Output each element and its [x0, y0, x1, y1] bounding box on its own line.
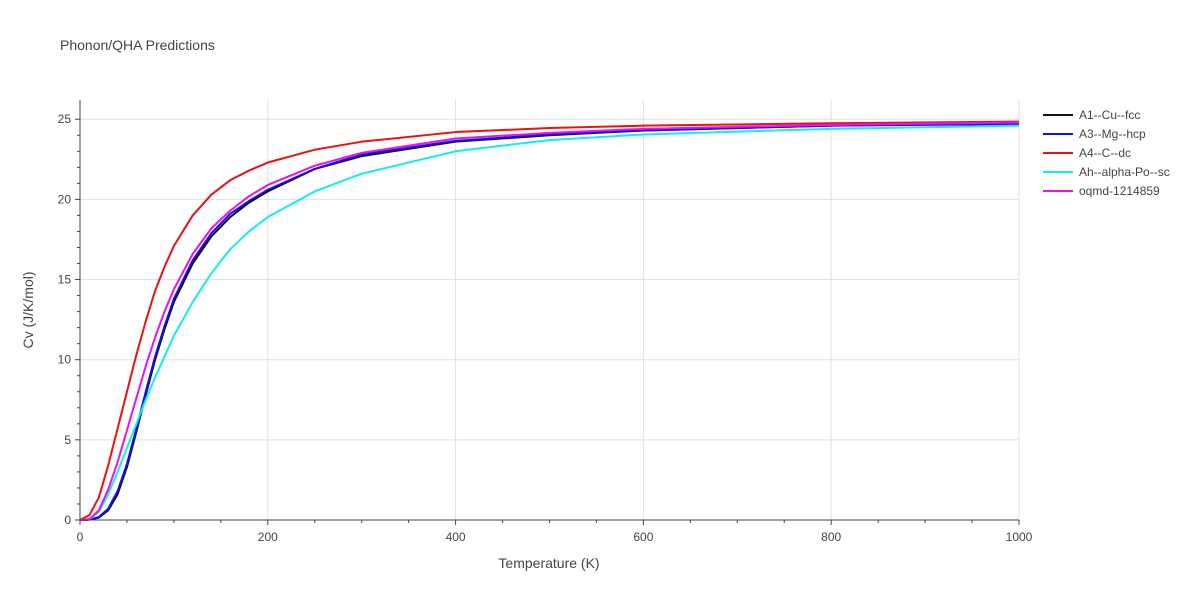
- series-line-4: [79, 121, 1020, 521]
- x-tick-label: 1000: [1006, 530, 1033, 544]
- axes: 0 200 400 600 800 1000 0 5 10 15 20 25: [58, 100, 1033, 544]
- legend-label: Ah--alpha-Po--sc: [1079, 165, 1170, 179]
- x-tick-label: 0: [77, 530, 84, 544]
- legend-label: oqmd-1214859: [1079, 184, 1160, 198]
- series-line-0: [79, 122, 1020, 521]
- legend: A1--Cu--fcc A3--Mg--hcp A4--C--dc Ah--alpha…: [1043, 108, 1170, 198]
- legend-label: A1--Cu--fcc: [1079, 108, 1140, 122]
- chart-title: Phonon/QHA Predictions: [60, 37, 215, 53]
- y-tick-label: 0: [64, 513, 71, 527]
- y-tick-label: 20: [58, 192, 72, 206]
- x-tick-label: 800: [821, 530, 841, 544]
- legend-label: A4--C--dc: [1079, 146, 1131, 160]
- legend-label: A3--Mg--hcp: [1079, 127, 1146, 141]
- series-line-1: [79, 123, 1020, 521]
- grid: [80, 100, 1020, 520]
- x-tick-label: 600: [633, 530, 653, 544]
- x-tick-label: 400: [446, 530, 466, 544]
- y-tick-label: 15: [58, 273, 72, 287]
- series-line-2: [79, 120, 1020, 521]
- x-axis-title: Temperature (K): [498, 555, 599, 571]
- y-axis-title: Cv (J/K/mol): [20, 272, 36, 349]
- y-tick-label: 10: [58, 353, 72, 367]
- y-tick-label: 25: [58, 112, 72, 126]
- series-line-3: [79, 124, 1020, 521]
- plot-area: [79, 120, 1020, 521]
- y-tick-label: 5: [64, 433, 71, 447]
- x-tick-label: 200: [258, 530, 278, 544]
